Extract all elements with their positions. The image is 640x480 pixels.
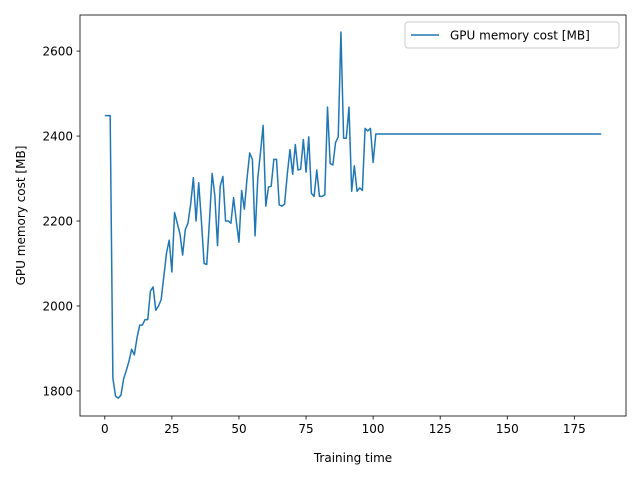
legend-label: GPU memory cost [MB] [450,29,590,43]
y-tick-label: 2400 [42,130,73,144]
y-axis-label: GPU memory cost [MB] [14,146,28,286]
axes-frame [79,14,627,417]
x-tick-label: 100 [362,422,385,436]
x-tick-label: 150 [496,422,519,436]
y-tick-label: 2000 [42,299,73,313]
series-line-0 [104,31,602,399]
x-tick-label: 0 [101,422,109,436]
legend-box [404,21,620,49]
y-tick-label: 2200 [42,215,73,229]
legend: GPU memory cost [MB] [404,21,620,49]
y-tick-label: 1800 [42,384,73,398]
x-tick-label: 125 [429,422,452,436]
x-axis-label: Training time [313,451,392,465]
plot-area [79,14,627,417]
y-tick-label: 2600 [42,45,73,59]
x-tick-label: 75 [298,422,313,436]
x-axis-ticks: 0 25 50 75 100 125 150 175 [101,416,586,436]
y-axis-ticks: 1800 2000 2200 2400 2600 [42,45,80,398]
x-tick-label: 25 [164,422,179,436]
x-tick-label: 50 [231,422,246,436]
x-tick-label: 175 [563,422,586,436]
